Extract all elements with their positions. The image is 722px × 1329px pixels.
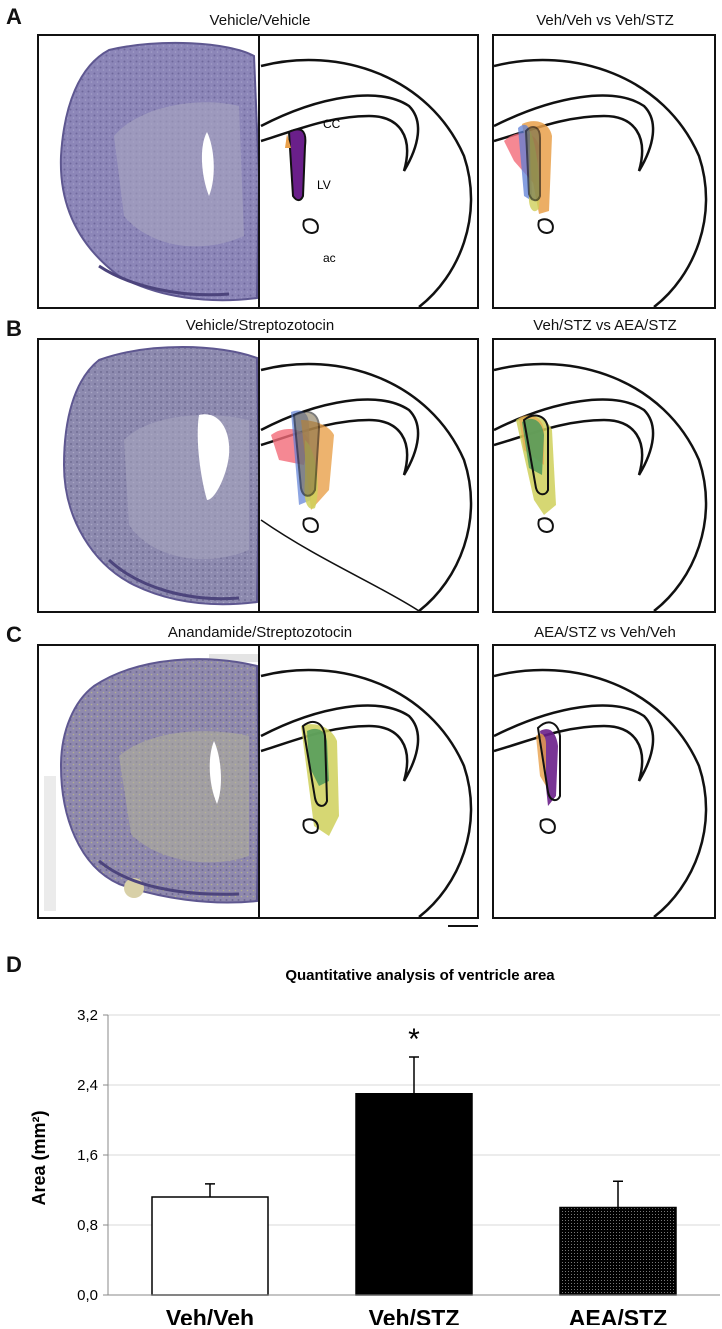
- panel-c-comparison-svg: [494, 668, 708, 917]
- label-cc: CC: [323, 117, 341, 131]
- panel-a-letter: A: [6, 4, 22, 29]
- panel-a-right-title: Veh/Veh vs Veh/STZ: [536, 12, 674, 29]
- y-tick-label: 2,4: [77, 1077, 98, 1094]
- panel-a-section-svg: CC LV ac: [59, 36, 473, 307]
- scale-bar: [448, 925, 478, 927]
- ventricle-area-chart: Quantitative analysis of ventricle area …: [29, 967, 720, 1325]
- panel-c-left-title: Anandamide/Streptozotocin: [167, 624, 353, 641]
- panel-c-right-title: AEA/STZ vs Veh/Veh: [534, 624, 676, 641]
- panel-d-letter: D: [6, 952, 22, 977]
- bar-veh-veh: [151, 1196, 269, 1296]
- x-tick-label: Veh/Veh: [166, 1305, 254, 1325]
- y-tick-label: 0,8: [77, 1217, 98, 1234]
- x-tick-label: Veh/STZ: [369, 1305, 460, 1325]
- panel-b-comparison-box: [492, 338, 716, 613]
- ventricle-overlay: [287, 128, 307, 202]
- x-tick-label: AEA/STZ: [569, 1305, 667, 1325]
- panel-a-comparison-svg: [494, 58, 708, 307]
- label-ac: ac: [323, 251, 336, 265]
- chart-y-ticks: 0,0 0,8 1,6 2,4 3,2: [77, 1007, 108, 1304]
- label-lv: LV: [317, 178, 331, 192]
- panel-b-section-svg: [62, 340, 473, 611]
- chart-y-axis-label: Area (mm²): [29, 1110, 49, 1205]
- y-tick-label: 0,0: [77, 1287, 98, 1304]
- panel-c-comparison-box: [492, 644, 716, 919]
- bar-veh-stz: [355, 1093, 473, 1296]
- panel-b-comparison-svg: [494, 362, 708, 611]
- panel-b-section-box: [37, 338, 479, 613]
- y-tick-label: 3,2: [77, 1007, 98, 1024]
- chart-x-labels: Veh/Veh Veh/STZ AEA/STZ: [166, 1305, 667, 1325]
- panel-a-section-box: CC LV ac: [37, 34, 479, 309]
- panel-c-section-box: [37, 644, 479, 919]
- panel-c-letter: C: [6, 622, 22, 647]
- chart-title: Quantitative analysis of ventricle area: [285, 967, 555, 984]
- significance-asterisk: *: [408, 1023, 420, 1056]
- panel-b-letter: B: [6, 316, 22, 341]
- y-tick-label: 1,6: [77, 1147, 98, 1164]
- panel-c-section-svg: [44, 646, 473, 917]
- panel-b-right-title: Veh/STZ vs AEA/STZ: [533, 317, 677, 334]
- chart-error-bars: [205, 1056, 623, 1208]
- bar-aea-stz: [559, 1206, 677, 1296]
- panel-b-left-title: Vehicle/Streptozotocin: [185, 317, 335, 334]
- panel-a-comparison-box: [492, 34, 716, 309]
- chart-bars: [151, 1093, 677, 1296]
- panel-a-left-title: Vehicle/Vehicle: [209, 12, 311, 29]
